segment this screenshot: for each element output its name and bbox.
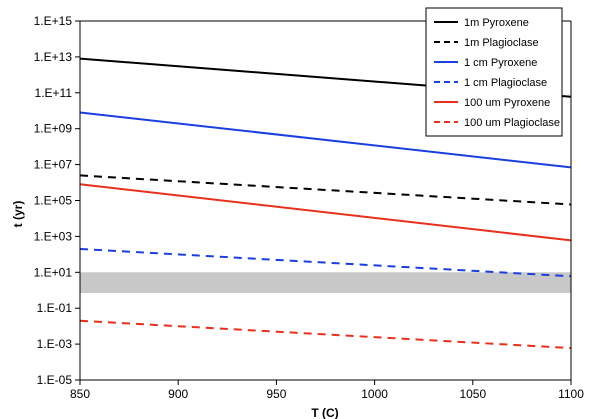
legend-label: 1 cm Plagioclase (464, 77, 547, 89)
legend-label: 1 cm Pyroxene (464, 57, 537, 69)
series-line-5 (79, 183, 572, 242)
series-layer (79, 57, 572, 350)
y-tick-label: 1.E+13 (34, 50, 73, 64)
legend-label: 100 um Pyroxene (464, 97, 550, 109)
y-tick-label: 1.E-01 (37, 301, 73, 315)
series-line-3 (79, 111, 572, 169)
y-tick-label: 1.E+11 (35, 86, 73, 100)
y-tick-label: 1.E+07 (34, 158, 73, 172)
y-axis-title: t (yr) (11, 201, 25, 228)
legend-label: 100 um Plagioclase (464, 117, 560, 129)
series-line-2 (79, 174, 572, 206)
x-tick-label: 1000 (361, 387, 388, 401)
x-tick-label: 1100 (558, 387, 584, 401)
legend-label: 1m Plagioclase (464, 37, 539, 49)
axes-layer: 850 900 950 1000 1050 1100 1.E-05 1.E-03 1.E-01 1… (34, 14, 585, 401)
y-tick-label: 1.E+09 (34, 122, 73, 136)
legend-layer: 1m Pyroxene 1m Plagioclase 1 cm Pyroxene 1 … (425, 7, 563, 137)
x-tick-label: 950 (266, 387, 286, 401)
y-tick-label: 1.E+05 (34, 194, 73, 208)
x-tick-label: 900 (168, 387, 188, 401)
x-axis-title: T (C) (311, 406, 338, 419)
band-layer (80, 272, 571, 294)
legend-label: 1m Pyroxene (464, 17, 529, 29)
shaded-band (80, 272, 571, 294)
y-tick-label: 1.E+03 (34, 229, 73, 243)
y-tick-label: 1.E-05 (37, 373, 73, 387)
y-tick-label: 1.E-03 (37, 337, 73, 351)
series-line-6 (79, 319, 572, 350)
x-tick-label: 850 (70, 387, 90, 401)
x-tick-label: 1050 (459, 387, 486, 401)
y-tick-label: 1.E+15 (34, 14, 73, 28)
legend-box (425, 7, 563, 137)
series-line-4 (79, 247, 572, 278)
y-tick-label: 1.E+01 (34, 265, 73, 279)
